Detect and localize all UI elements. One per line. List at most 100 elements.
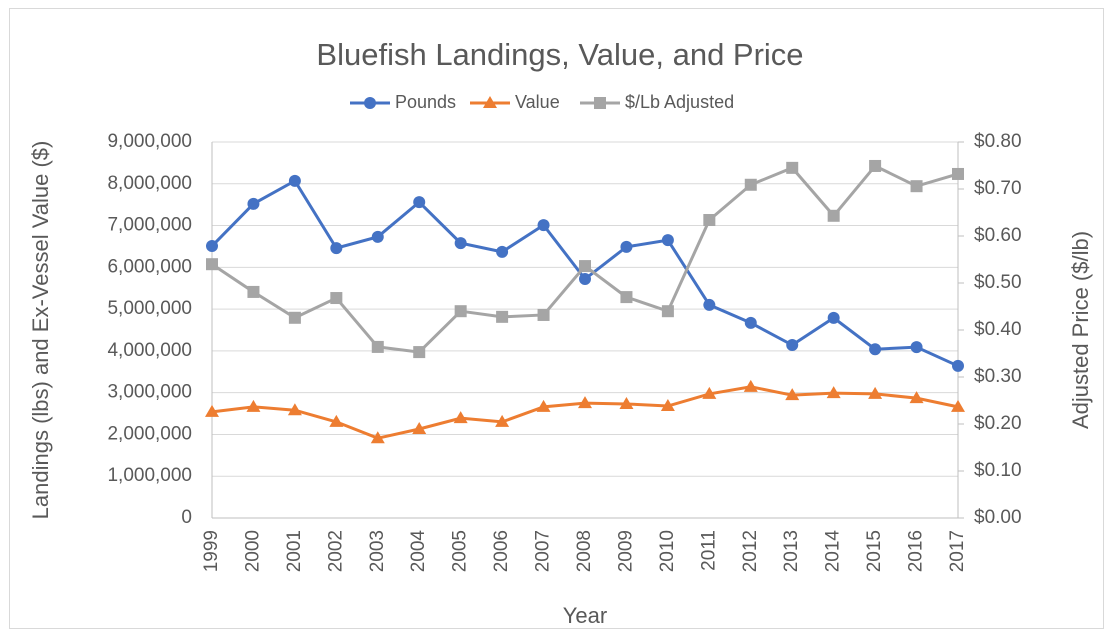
y2-tick-label: $0.00: [974, 507, 1022, 528]
marker: [744, 316, 757, 329]
marker: [619, 396, 634, 409]
marker: [786, 161, 799, 174]
chart-frame: [9, 8, 1104, 629]
marker: [536, 399, 551, 412]
x-tick-label: 2006: [491, 530, 512, 572]
marker: [371, 340, 384, 353]
x-tick-label: 2016: [906, 530, 927, 572]
marker: [661, 234, 674, 247]
x-tick-label: 2004: [408, 530, 429, 573]
marker: [910, 341, 923, 354]
y-tick-label: 8,000,000: [107, 173, 192, 194]
y2-tick-label: $0.70: [974, 178, 1022, 199]
marker: [910, 180, 923, 193]
y2-tick-label: $0.10: [974, 460, 1022, 481]
x-tick-label: 2000: [242, 530, 263, 572]
marker: [579, 260, 591, 273]
marker: [247, 285, 260, 298]
marker: [413, 346, 426, 359]
marker: [785, 388, 800, 401]
x-tick-label: 2007: [533, 530, 554, 572]
marker: [330, 292, 343, 305]
chart-title: Bluefish Landings, Value, and Price: [316, 37, 803, 72]
marker: [496, 245, 509, 258]
x-tick-label: 2011: [698, 530, 719, 571]
x-tick-label: 2009: [615, 530, 636, 572]
legend-label: $/Lb Adjusted: [625, 92, 734, 112]
y2-tick-label: $0.80: [974, 131, 1022, 152]
x-tick-label: 2015: [864, 530, 885, 572]
y2-tick-label: $0.60: [974, 225, 1022, 246]
x-tick-label: 2005: [450, 530, 471, 572]
y2-axis-title: Adjusted Price ($/lb): [1068, 231, 1093, 429]
x-tick-label: 2014: [823, 530, 844, 573]
marker: [246, 399, 261, 412]
x-tick-label: 2008: [574, 530, 595, 572]
y2-tick-label: $0.40: [974, 319, 1022, 340]
marker: [537, 308, 550, 321]
x-tick-label: 2012: [740, 530, 761, 572]
marker: [288, 174, 301, 187]
marker: [743, 379, 758, 392]
marker: [454, 237, 467, 250]
legend-label: Pounds: [395, 92, 456, 112]
marker: [952, 167, 964, 180]
marker: [827, 209, 840, 222]
x-tick-label: 2003: [367, 530, 388, 572]
marker: [206, 240, 218, 253]
marker: [620, 291, 633, 304]
marker: [412, 422, 427, 435]
legend-label: Value: [515, 92, 560, 112]
y-tick-label: 6,000,000: [107, 256, 192, 277]
marker: [287, 403, 302, 416]
marker: [206, 258, 218, 271]
x-tick-label: 2010: [657, 530, 678, 572]
marker: [868, 386, 883, 399]
marker: [827, 311, 840, 324]
marker: [952, 359, 964, 372]
legend-item: Pounds: [350, 92, 456, 112]
marker: [370, 431, 385, 444]
y-tick-label: 1,000,000: [107, 465, 192, 486]
marker: [594, 97, 606, 109]
marker: [702, 386, 717, 399]
marker: [495, 414, 510, 427]
y2-tick-label: $0.20: [974, 413, 1022, 434]
y2-tick-label: $0.30: [974, 366, 1022, 387]
x-tick-label: 2002: [325, 530, 346, 572]
marker: [826, 386, 841, 399]
y-tick-label: 5,000,000: [107, 298, 192, 319]
marker: [496, 310, 509, 323]
marker: [288, 311, 301, 324]
x-axis-title: Year: [563, 603, 607, 628]
x-tick-label: 2001: [284, 530, 305, 572]
marker: [744, 178, 757, 191]
y-tick-label: 3,000,000: [107, 382, 192, 403]
marker: [330, 242, 343, 255]
marker: [329, 414, 344, 427]
legend-item: $/Lb Adjusted: [580, 92, 734, 112]
marker: [578, 396, 592, 409]
marker: [869, 159, 882, 172]
marker: [703, 298, 716, 311]
marker: [909, 391, 924, 404]
marker: [205, 404, 219, 417]
x-tick-label: 2017: [947, 530, 968, 572]
marker: [483, 96, 497, 108]
y-tick-label: 0: [181, 507, 192, 528]
legend-item: Value: [470, 92, 560, 112]
y2-tick-label: $0.50: [974, 272, 1022, 293]
y-tick-label: 2,000,000: [107, 423, 192, 444]
marker: [371, 230, 384, 243]
marker: [537, 219, 550, 232]
x-tick-label: 1999: [201, 530, 222, 572]
marker: [453, 411, 468, 424]
y-tick-label: 9,000,000: [107, 131, 192, 152]
marker: [703, 214, 716, 227]
y-tick-label: 7,000,000: [107, 215, 192, 236]
marker: [364, 97, 376, 109]
marker: [247, 197, 260, 210]
marker: [660, 399, 675, 412]
